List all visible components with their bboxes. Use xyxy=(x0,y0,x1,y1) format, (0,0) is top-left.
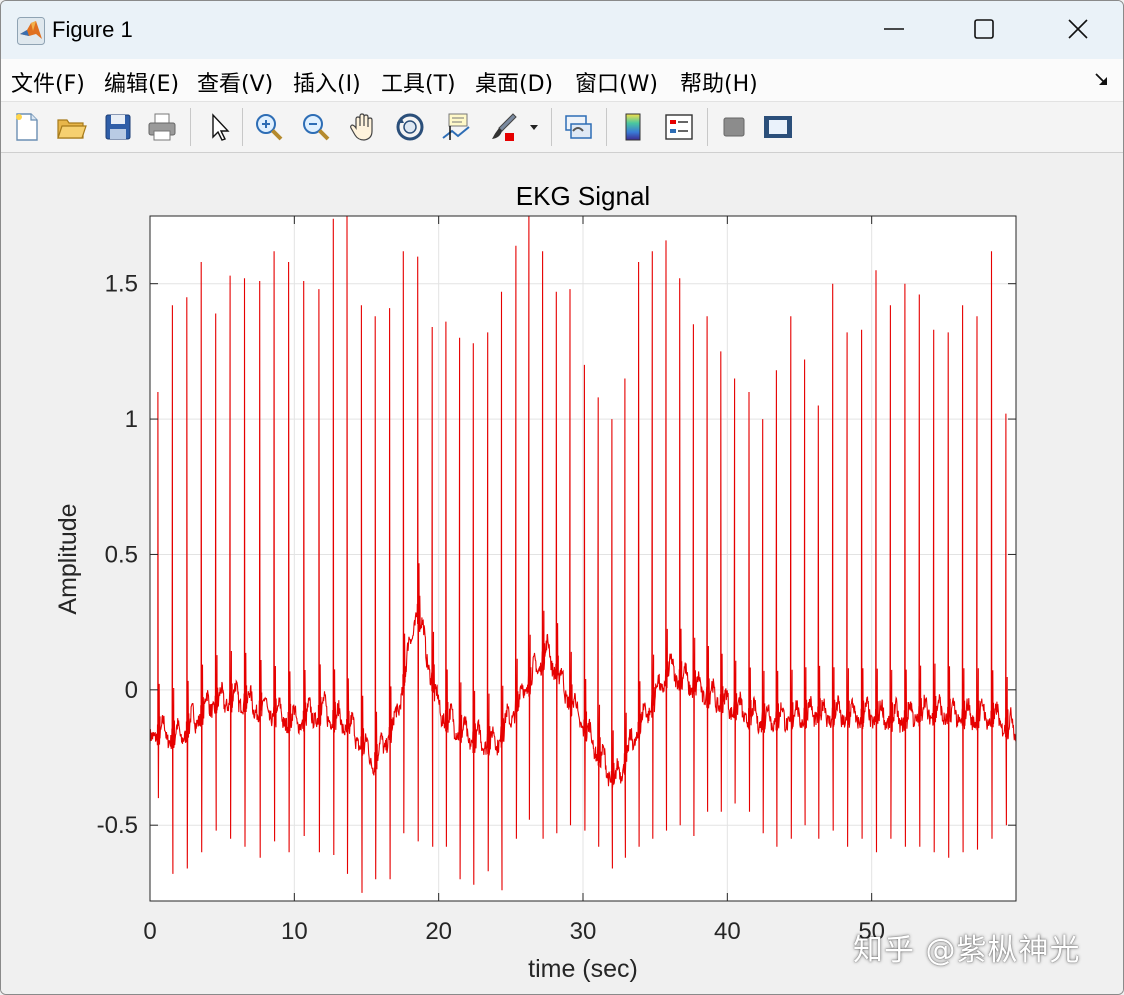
brush-icon xyxy=(492,113,517,141)
menu-window[interactable]: 窗口(W) xyxy=(575,72,658,97)
rotate-3d-icon xyxy=(396,113,424,141)
link-plot-icon xyxy=(565,115,592,139)
pan-button[interactable] xyxy=(345,108,381,146)
menu-bar: 文件(F) 编辑(E) 查看(V) 插入(I) 工具(T) 桌面(D) 窗口(W… xyxy=(1,59,1123,102)
y-tick-label: 0.5 xyxy=(105,541,138,568)
x-tick-label: 30 xyxy=(570,918,597,945)
toolbar xyxy=(1,102,1123,153)
y-tick-label: -0.5 xyxy=(97,812,138,839)
close-icon xyxy=(1068,19,1088,39)
pan-hand-icon xyxy=(350,113,373,141)
new-figure-button[interactable] xyxy=(9,108,45,146)
print-icon xyxy=(148,113,176,141)
save-button[interactable] xyxy=(100,108,136,146)
menu-edit[interactable]: 编辑(E) xyxy=(104,72,180,97)
watermark: 知乎 @紫枞神光 xyxy=(853,933,1081,968)
x-tick-label: 10 xyxy=(281,918,308,945)
zoom-in-button[interactable] xyxy=(251,108,287,146)
toolbar-separator xyxy=(551,108,552,146)
y-tick-label: 1 xyxy=(125,406,138,433)
zoom-out-icon xyxy=(303,114,330,141)
y-axis-label: Amplitude xyxy=(54,503,82,614)
menu-help[interactable]: 帮助(H) xyxy=(680,72,758,97)
x-tick-label: 50 xyxy=(858,918,885,945)
x-tick-label: 0 xyxy=(143,918,156,945)
title-bar[interactable]: Figure 1 xyxy=(1,1,1123,59)
maximize-button[interactable] xyxy=(937,1,1029,59)
y-tick-label: 1.5 xyxy=(105,271,138,298)
chevron-down-icon xyxy=(530,125,538,130)
menu-insert[interactable]: 插入(I) xyxy=(293,72,361,97)
minimize-icon xyxy=(884,28,904,30)
close-button[interactable] xyxy=(1031,1,1123,59)
pointer-button[interactable] xyxy=(201,108,237,146)
show-plot-tools-button[interactable] xyxy=(760,108,796,146)
ekg-plot[interactable]: 0 10 20 30 40 50 -0.5 0 0.5 1 1.5 EKG Signal time … xyxy=(1,153,1123,994)
brush-button[interactable] xyxy=(485,108,521,146)
maximize-icon xyxy=(974,19,994,39)
axis-ticks: 0 10 20 30 40 50 -0.5 0 0.5 1 1.5 xyxy=(97,216,1016,945)
zoom-out-button[interactable] xyxy=(298,108,334,146)
signal-group xyxy=(150,216,1016,893)
x-axis-label: time (sec) xyxy=(528,955,638,983)
menu-view[interactable]: 查看(V) xyxy=(197,72,274,97)
legend-icon xyxy=(665,114,693,140)
matlab-logo-icon xyxy=(17,17,45,45)
open-file-button[interactable] xyxy=(53,108,89,146)
grid-lines xyxy=(150,216,1016,901)
dock-arrow-icon[interactable] xyxy=(1093,71,1111,89)
pointer-icon xyxy=(212,113,230,141)
zoom-in-icon xyxy=(256,114,283,141)
new-figure-icon xyxy=(16,113,38,141)
print-button[interactable] xyxy=(144,108,180,146)
colorbar-icon xyxy=(625,113,641,141)
toolbar-separator xyxy=(707,108,708,146)
hide-plot-tools-icon xyxy=(723,117,745,137)
ekg-signal-line xyxy=(150,216,1016,893)
colorbar-button[interactable] xyxy=(615,108,651,146)
x-tick-label: 20 xyxy=(425,918,452,945)
toolbar-separator xyxy=(242,108,243,146)
data-cursor-button[interactable] xyxy=(438,108,474,146)
chart-title: EKG Signal xyxy=(516,181,650,211)
window-title: Figure 1 xyxy=(52,17,133,42)
brush-dropdown[interactable] xyxy=(525,108,543,146)
hide-plot-tools-button[interactable] xyxy=(716,108,752,146)
minimize-button[interactable] xyxy=(847,1,939,59)
save-icon xyxy=(105,114,131,140)
menu-file[interactable]: 文件(F) xyxy=(11,72,85,97)
data-cursor-icon xyxy=(442,113,470,140)
x-tick-label: 40 xyxy=(714,918,741,945)
toolbar-separator xyxy=(606,108,607,146)
menu-desktop[interactable]: 桌面(D) xyxy=(475,72,554,97)
y-tick-label: 0 xyxy=(125,677,138,704)
open-file-icon xyxy=(57,119,87,139)
legend-button[interactable] xyxy=(661,108,697,146)
figure-canvas[interactable]: 0 10 20 30 40 50 -0.5 0 0.5 1 1.5 EKG Signal time … xyxy=(1,153,1123,994)
menu-tools[interactable]: 工具(T) xyxy=(381,72,456,97)
show-plot-tools-icon xyxy=(764,116,792,138)
link-plot-button[interactable] xyxy=(560,108,596,146)
rotate-3d-button[interactable] xyxy=(392,108,428,146)
toolbar-separator xyxy=(190,108,191,146)
